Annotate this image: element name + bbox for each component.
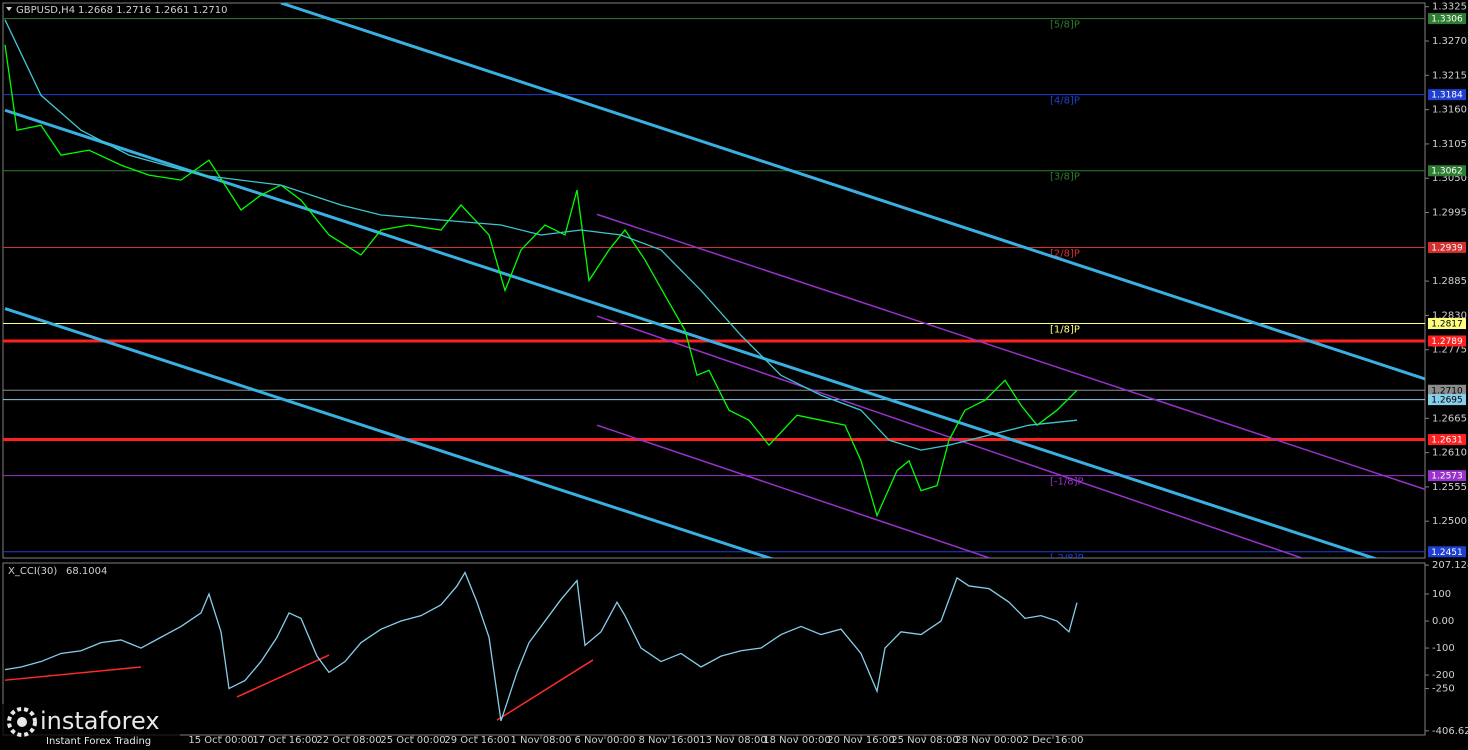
x-tick-label: 13 Nov 08:00 bbox=[699, 735, 766, 746]
x-tick-label: 29 Oct 16:00 bbox=[444, 735, 509, 746]
y-tick-label: -250 bbox=[1432, 684, 1455, 695]
price-label-bg bbox=[1428, 241, 1466, 253]
x-tick-label: 22 Oct 08:00 bbox=[316, 735, 381, 746]
y-tick-label: -406.6277 bbox=[1432, 726, 1468, 737]
series-line bbox=[4, 19, 1078, 451]
y-tick-label: -200 bbox=[1432, 670, 1455, 681]
main-plot: [5/8]P [4/8]P [3/8]P [2/8]P [1/8]P [-1/8]P [-2… bbox=[3, 3, 1425, 564]
price-label: 1.2631 bbox=[1431, 436, 1463, 446]
logo-tagline: Instant Forex Trading bbox=[46, 736, 151, 747]
x-tick-label: 20 Nov 16:00 bbox=[827, 735, 894, 746]
trend-line bbox=[496, 659, 594, 721]
price-label-bg bbox=[1428, 394, 1466, 406]
x-tick-label: 18 Nov 00:00 bbox=[763, 735, 830, 746]
x-tick-label: 17 Oct 16:00 bbox=[252, 735, 317, 746]
price-label-bg bbox=[1428, 13, 1466, 25]
y-tick-label: 1.2665 bbox=[1432, 413, 1467, 424]
x-tick-label: 2 Dec 16:00 bbox=[1023, 735, 1084, 746]
murray-label: [-1/8]P bbox=[1050, 477, 1084, 488]
y-tick-label: 1.2555 bbox=[1432, 482, 1467, 493]
cci-title: X_CCI(30) bbox=[8, 566, 57, 577]
trend-line bbox=[236, 654, 330, 698]
cci-plot bbox=[4, 570, 1078, 722]
murray-label: [3/8]P bbox=[1050, 172, 1080, 183]
y-tick-label: 1.2610 bbox=[1432, 448, 1467, 459]
series-line bbox=[4, 570, 1078, 722]
x-tick-label: 8 Nov 16:00 bbox=[638, 735, 699, 746]
price-label: 1.2789 bbox=[1431, 337, 1463, 347]
symbol-title: GBPUSD,H4 bbox=[16, 5, 75, 16]
price-label: 1.2695 bbox=[1431, 396, 1463, 406]
cci-value: 68.1004 bbox=[66, 566, 107, 577]
y-tick-label: 1.3105 bbox=[1432, 139, 1467, 150]
trend-line bbox=[596, 424, 992, 558]
price-label: 1.2817 bbox=[1431, 320, 1463, 330]
price-label: 1.2710 bbox=[1431, 386, 1463, 396]
trend-line bbox=[4, 307, 775, 558]
trend-line bbox=[280, 3, 1425, 381]
price-label-bg bbox=[1428, 470, 1466, 482]
x-tick-label: 6 Nov 00:00 bbox=[574, 735, 635, 746]
trend-line bbox=[596, 213, 1425, 491]
murray-label: [-2/8]P bbox=[1050, 553, 1084, 564]
price-label-bg bbox=[1428, 434, 1466, 446]
x-tick-label: 25 Oct 00:00 bbox=[380, 735, 445, 746]
murray-label: [1/8]P bbox=[1050, 325, 1080, 336]
price-label: 1.3062 bbox=[1431, 167, 1463, 177]
price-label-bg bbox=[1428, 165, 1466, 177]
price-label: 1.2451 bbox=[1431, 548, 1463, 558]
y-tick-label: 100 bbox=[1432, 589, 1451, 600]
y-tick-label: -100 bbox=[1432, 643, 1455, 654]
x-tick-label: 25 Nov 08:00 bbox=[891, 735, 958, 746]
ohlc-quote: 1.2668 1.2716 1.2661 1.2710 bbox=[78, 5, 228, 16]
menu-arrow[interactable] bbox=[6, 7, 12, 11]
axes: 1.3325 1.3270 1.3215 1.3160 1.3105 1.3050 1.29… bbox=[188, 2, 1468, 746]
y-tick-label: 1.3325 bbox=[1432, 2, 1467, 13]
x-tick-label: 1 Nov 08:00 bbox=[510, 735, 571, 746]
logo-bg bbox=[0, 704, 180, 750]
main-panel bbox=[2, 2, 1426, 559]
murray-label: [4/8]P bbox=[1050, 96, 1080, 107]
price-label-bg bbox=[1428, 318, 1466, 330]
y-tick-label: 1.2995 bbox=[1432, 208, 1467, 219]
trend-line bbox=[4, 666, 142, 681]
trend-line bbox=[596, 315, 1305, 558]
price-label: 1.3306 bbox=[1431, 15, 1463, 25]
x-tick-label: 28 Nov 00:00 bbox=[955, 735, 1022, 746]
price-label-bg bbox=[1428, 546, 1466, 558]
price-label-bg bbox=[1428, 89, 1466, 101]
price-label: 1.2573 bbox=[1431, 472, 1463, 482]
price-label: 1.2939 bbox=[1431, 243, 1463, 253]
y-tick-label: 1.3215 bbox=[1432, 70, 1467, 81]
y-tick-label: 1.2775 bbox=[1432, 345, 1467, 356]
y-tick-label: 1.2830 bbox=[1432, 310, 1467, 321]
murray-label: [5/8]P bbox=[1050, 20, 1080, 31]
y-tick-label: 1.3160 bbox=[1432, 105, 1467, 116]
y-tick-label: 1.3270 bbox=[1432, 36, 1467, 47]
y-tick-label: 0.00 bbox=[1432, 616, 1454, 627]
price-label: 1.3184 bbox=[1431, 91, 1463, 101]
x-tick-label: 15 Oct 00:00 bbox=[188, 735, 253, 746]
y-tick-label: 1.2885 bbox=[1432, 276, 1467, 287]
cci-panel bbox=[2, 562, 1426, 736]
price-label-bg bbox=[1428, 384, 1466, 396]
y-tick-label: 207.1248 bbox=[1432, 560, 1468, 571]
murray-label: [2/8]P bbox=[1050, 248, 1080, 259]
price-label-bg bbox=[1428, 335, 1466, 347]
trend-line bbox=[4, 108, 1379, 558]
y-tick-label: 1.3050 bbox=[1432, 173, 1467, 184]
y-tick-label: 1.2500 bbox=[1432, 516, 1467, 527]
series-line bbox=[4, 44, 1078, 518]
watermark: instaforex Instant Forex Trading bbox=[0, 704, 180, 750]
logo-icon bbox=[7, 707, 37, 737]
logo-icon-core bbox=[17, 717, 27, 727]
logo-brand: instaforex bbox=[40, 707, 160, 735]
